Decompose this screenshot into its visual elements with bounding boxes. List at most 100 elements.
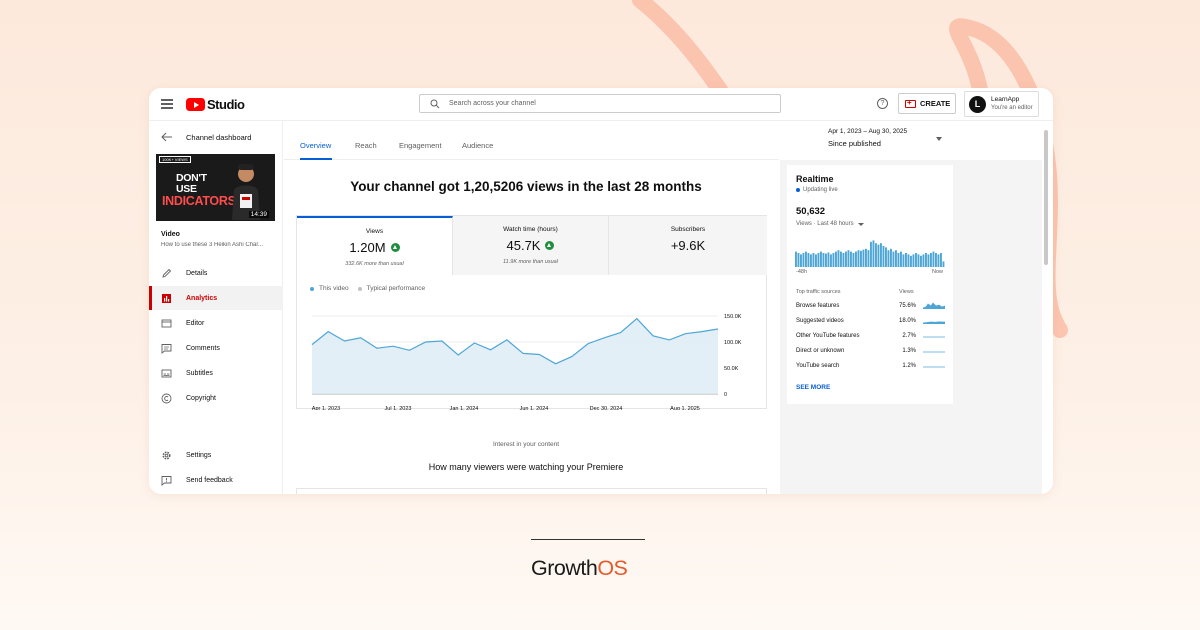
sidebar-item-label: Subtitles <box>186 369 213 377</box>
menu-icon[interactable] <box>161 99 173 109</box>
sidebar-item-send-feedback[interactable]: Send feedback <box>149 468 283 492</box>
sidebar-item-analytics[interactable]: Analytics <box>149 286 283 310</box>
arrow-up-icon <box>390 243 400 252</box>
realtime-bar <box>865 248 867 267</box>
interest-section-label: Interest in your content <box>492 441 560 448</box>
metric-label: Views <box>365 228 384 235</box>
chevron-down-icon[interactable] <box>936 137 942 141</box>
realtime-bar <box>835 251 837 267</box>
legend-label: This video <box>319 285 349 292</box>
realtime-bar <box>860 250 862 267</box>
tab-overview[interactable]: Overview <box>300 141 332 150</box>
legend-this-video: This video <box>310 285 349 292</box>
traffic-source-row: Browse features 75.6% <box>796 302 946 317</box>
sidebar-item-label: Editor <box>186 319 205 327</box>
realtime-bar <box>857 250 860 267</box>
chart-legend: This video Typical performance <box>310 285 434 292</box>
sidebar-item-subtitles[interactable]: Subtitles <box>149 361 283 385</box>
see-more-link[interactable]: SEE MORE <box>796 384 831 391</box>
thumbnail-text-line3: INDICATORS <box>162 194 236 208</box>
thumbnail-badge: 100K+ VIEWS <box>159 156 191 163</box>
sidebar-item-editor[interactable]: Editor <box>149 311 283 335</box>
traffic-source-row: Direct or unknown 1.3% <box>796 348 946 362</box>
copyright-icon <box>161 393 172 403</box>
arrow-up-icon <box>545 241 555 250</box>
create-label: CREATE <box>920 99 951 108</box>
metric-comparison: 11.9K more than usual <box>503 259 558 265</box>
video-thumbnail[interactable]: 100K+ VIEWS DON'T USE INDICATORS 14:39 <box>156 154 275 221</box>
realtime-bar <box>797 253 800 267</box>
youtube-logo-icon <box>186 98 205 111</box>
realtime-bar <box>845 251 847 267</box>
traffic-sources-column: Views <box>899 289 914 295</box>
x-tick-label: Aug 1, 2025 <box>670 406 700 410</box>
realtime-bar <box>907 254 910 267</box>
realtime-bar <box>800 254 802 267</box>
sidebar-item-copyright[interactable]: Copyright <box>149 386 283 410</box>
studio-logo[interactable]: Studio <box>186 97 245 112</box>
realtime-bar-chart[interactable] <box>795 237 945 267</box>
sidebar-item-settings[interactable]: Settings <box>149 443 283 467</box>
create-video-icon <box>905 98 916 108</box>
editor-icon <box>161 319 172 327</box>
metric-views[interactable]: Views 1.20M 332.6K more than usual <box>297 216 453 275</box>
tab-reach[interactable]: Reach <box>355 141 377 150</box>
search-placeholder: Search across your channel <box>449 100 536 107</box>
realtime-bar <box>902 254 905 267</box>
analytics-icon <box>162 293 171 303</box>
sidebar-item-details[interactable]: Details <box>149 261 283 285</box>
account-switcher[interactable]: L LearnApp You're an editor <box>964 91 1039 117</box>
thumbnail-text-line2: USE <box>176 183 197 195</box>
page-title: Your channel got 1,20,5206 views in the … <box>350 179 702 194</box>
realtime-bar <box>867 250 870 267</box>
live-dot-icon <box>796 188 800 192</box>
traffic-source-name: YouTube search <box>796 363 840 369</box>
realtime-bar <box>795 251 797 267</box>
search-icon <box>430 99 440 108</box>
scrollbar[interactable] <box>1044 130 1048 265</box>
premiere-heading: How many viewers were watching your Prem… <box>428 462 624 472</box>
traffic-source-percent: 1.2% <box>902 363 916 369</box>
traffic-source-row: Suggested videos 18.0% <box>796 318 946 332</box>
traffic-sources-title: Top traffic sources <box>796 289 841 295</box>
traffic-source-name: Suggested videos <box>796 318 844 324</box>
realtime-bar <box>922 254 925 267</box>
realtime-bar <box>925 253 927 267</box>
realtime-bar <box>802 253 805 267</box>
realtime-bar <box>875 243 877 267</box>
metric-comparison: 332.6K more than usual <box>345 261 404 267</box>
realtime-bar <box>915 253 917 267</box>
metric-subscribers[interactable]: Subscribers +9.6K <box>609 216 767 275</box>
views-line-chart[interactable]: 150.0K 100.0K 50.0K 0 Apr 1, 2023 Jul 1, 2023… <box>297 294 768 410</box>
realtime-bar <box>935 253 937 267</box>
help-icon[interactable]: ? <box>877 98 888 109</box>
chart-series-line <box>311 317 719 365</box>
date-range-text: Apr 1, 2023 – Aug 30, 2025 <box>828 128 908 135</box>
x-tick-label: Apr 1, 2023 <box>312 406 340 410</box>
realtime-bar <box>870 241 872 267</box>
metric-value: +9.6K <box>670 238 706 253</box>
traffic-sparkline <box>923 366 945 368</box>
x-tick-label: Jan 1, 2024 <box>450 406 479 410</box>
sidebar-item-comments[interactable]: Comments <box>149 336 283 360</box>
realtime-status-text: Updating live <box>803 187 838 193</box>
traffic-sparkline <box>923 302 945 309</box>
date-range-selector[interactable]: Apr 1, 2023 – Aug 30, 2025 Since publish… <box>828 128 948 148</box>
search-input[interactable]: Search across your channel <box>419 94 781 113</box>
metric-label: Subscribers <box>670 226 706 233</box>
video-duration: 14:39 <box>248 211 269 218</box>
channel-dashboard-link[interactable]: Channel dashboard <box>186 133 252 142</box>
metric-watch-time[interactable]: Watch time (hours) 45.7K 11.9K more than… <box>453 216 609 275</box>
sidebar-item-label: Details <box>186 269 208 277</box>
tab-engagement[interactable]: Engagement <box>399 141 442 150</box>
traffic-source-percent: 2.7% <box>902 333 916 339</box>
create-button[interactable]: CREATE <box>898 93 956 114</box>
tab-audience[interactable]: Audience <box>462 141 494 150</box>
realtime-bar <box>897 253 900 267</box>
traffic-source-row: YouTube search 1.2% <box>796 363 946 377</box>
traffic-source-name: Direct or unknown <box>796 348 845 354</box>
traffic-source-percent: 1.3% <box>902 348 916 354</box>
back-arrow-icon[interactable] <box>161 132 173 142</box>
realtime-period-selector[interactable]: Views · Last 48 hours <box>796 221 864 227</box>
realtime-title: Realtime <box>796 174 834 184</box>
